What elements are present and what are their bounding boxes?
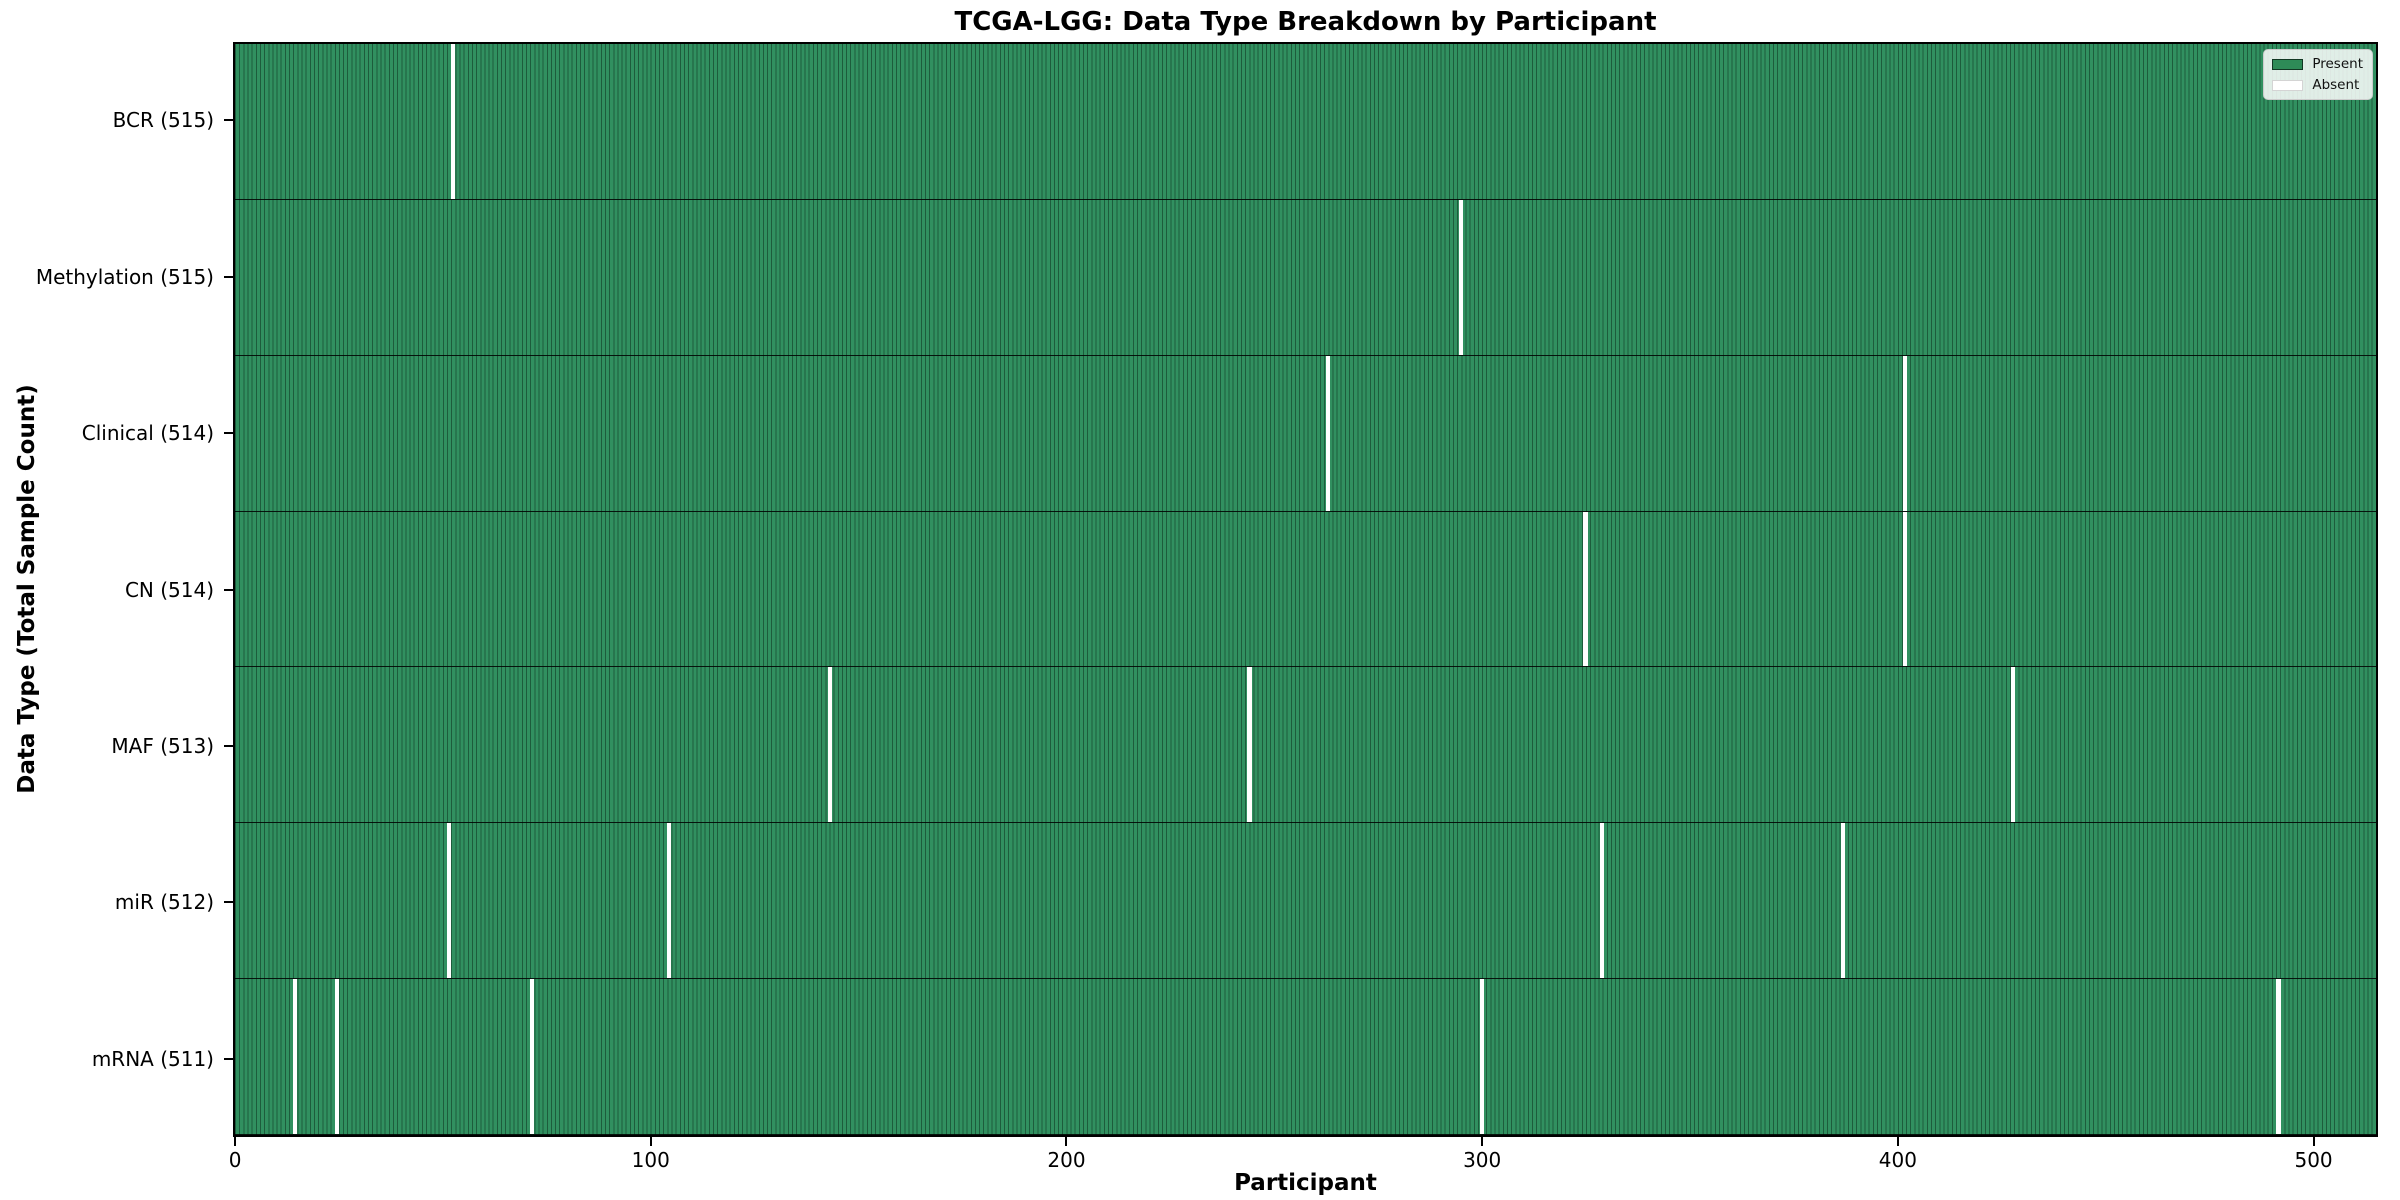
absent-bar (1902, 355, 1908, 511)
x-tick-mark (234, 1137, 237, 1146)
legend-present-swatch-icon (2272, 58, 2304, 70)
absent-bar (1600, 823, 1605, 979)
y-tick-mark (224, 119, 233, 122)
absent-bar (1583, 511, 1588, 667)
x-tick-label-400: 400 (1878, 1148, 1917, 1172)
absent-bar (450, 44, 455, 199)
absent-bar (1902, 511, 1908, 667)
heatmap-row-MAF (235, 667, 2376, 824)
x-tick-mark (1896, 1137, 1899, 1146)
y-tick-label-Methylation: Methylation (515) (35, 264, 214, 289)
y-tick-mark (224, 744, 233, 747)
x-tick-mark (649, 1137, 652, 1146)
legend-label-absent: Absent (2312, 77, 2360, 93)
y-tick-label-Clinical: Clinical (514) (81, 421, 214, 446)
absent-bar (334, 979, 339, 1135)
absent-bar (1479, 979, 1484, 1135)
y-tick-mark (224, 1057, 233, 1060)
heatmap-row-Clinical (235, 355, 2376, 512)
absent-bar (293, 979, 298, 1135)
heatmap-row-BCR (235, 44, 2376, 200)
y-tick-mark (224, 432, 233, 435)
x-tick-mark (1065, 1137, 1068, 1146)
chart-title: TCGA-LGG: Data Type Breakdown by Partici… (954, 7, 1657, 37)
x-tick-label-200: 200 (1047, 1148, 1086, 1172)
absent-bar (446, 823, 451, 979)
y-axis-label: Data Type (Total Sample Count) (14, 384, 40, 794)
absent-bar (1247, 667, 1252, 823)
absent-bar (1840, 823, 1845, 979)
heatmap-row-miR (235, 823, 2376, 980)
y-tick-label-BCR: BCR (515) (112, 108, 214, 133)
plot-area: Present Absent (233, 42, 2378, 1137)
legend-label-present: Present (2312, 56, 2363, 72)
x-tick-label-300: 300 (1463, 1148, 1502, 1172)
absent-bar (828, 667, 833, 823)
heatmap-row-Methylation (235, 199, 2376, 356)
absent-bar (1326, 355, 1331, 511)
x-tick-mark (2312, 1137, 2315, 1146)
y-tick-label-CN: CN (514) (124, 577, 214, 602)
x-tick-label-0: 0 (228, 1148, 242, 1172)
legend: Present Absent (2263, 49, 2373, 100)
y-tick-label-mRNA: mRNA (511) (91, 1046, 214, 1071)
absent-bar (1459, 199, 1464, 355)
heatmap-row-mRNA (235, 979, 2376, 1136)
x-tick-label-100: 100 (631, 1148, 670, 1172)
legend-entry-present: Present (2272, 56, 2363, 72)
x-tick-mark (1481, 1137, 1484, 1146)
absent-bar (666, 823, 671, 979)
legend-entry-absent: Absent (2272, 77, 2363, 93)
y-tick-label-miR: miR (512) (114, 890, 214, 915)
heatmap-row-CN (235, 511, 2376, 668)
legend-absent-swatch-icon (2272, 79, 2304, 91)
y-tick-label-MAF: MAF (513) (111, 733, 214, 758)
absent-bar (2276, 979, 2281, 1135)
y-tick-mark (224, 275, 233, 278)
absent-bar (2010, 667, 2015, 823)
y-tick-mark (224, 588, 233, 591)
y-tick-mark (224, 901, 233, 904)
x-tick-label-500: 500 (2294, 1148, 2333, 1172)
x-axis-label: Participant (1234, 1170, 1377, 1196)
absent-bar (529, 979, 534, 1135)
